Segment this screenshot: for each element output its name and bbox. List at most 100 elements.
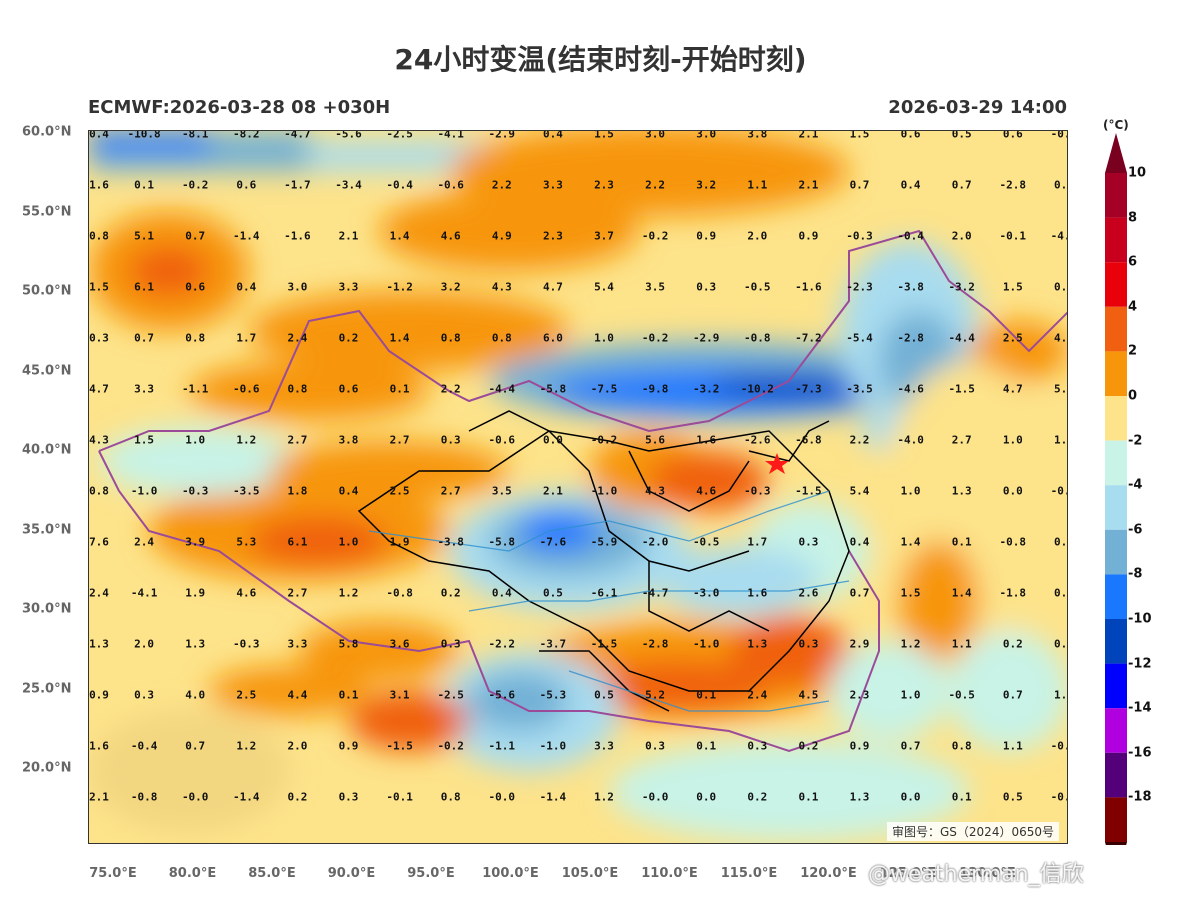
grid-value: 1.5 xyxy=(134,433,155,447)
grid-value: 0.0 xyxy=(1053,586,1068,600)
grid-value: -4.7 xyxy=(284,130,311,141)
grid-value: 3.0 xyxy=(645,130,666,141)
temperature-change-map[interactable]: 0.4 -10.8 -8.1 -8.2 -4.7 -5.6 -2.5 -4.1 -2.9 0.4 1… xyxy=(88,130,1068,844)
grid-value: 0.9 xyxy=(696,229,717,243)
grid-value: 1.5 xyxy=(89,280,109,294)
grid-value: 1.1 xyxy=(1002,739,1023,753)
grid-value: 2.9 xyxy=(849,637,870,651)
grid-value: 4.6 xyxy=(236,586,257,600)
grid-value: 0.0 xyxy=(900,790,921,804)
colorbar-segment xyxy=(1105,752,1127,798)
grid-value: 1.9 xyxy=(185,586,206,600)
grid-value: -7.6 xyxy=(539,535,567,549)
grid-value: -3.2 xyxy=(948,280,975,294)
grid-value: 0.1 xyxy=(696,688,717,702)
grid-value: 0.2 xyxy=(1002,637,1023,651)
grid-value: 2.1 xyxy=(338,229,359,243)
grid-value: 4.6 xyxy=(440,229,461,243)
grid-value: 2.4 xyxy=(287,331,308,345)
grid-value: 0.3 xyxy=(440,637,461,651)
grid-value: 5.2 xyxy=(645,688,666,702)
beijing-star-marker xyxy=(765,453,789,474)
grid-value: 0.6 xyxy=(236,178,257,192)
valid-time-label: 2026-03-29 14:00 xyxy=(888,97,1067,118)
grid-value: 1.2 xyxy=(236,739,257,753)
grid-value: 2.4 xyxy=(747,688,768,702)
colorbar xyxy=(1105,133,1127,845)
grid-value: 1.9 xyxy=(389,535,410,549)
grid-value: -5.6 xyxy=(488,688,516,702)
grid-value: 3.5 xyxy=(491,484,512,498)
grid-value: 3.2 xyxy=(696,178,717,192)
grid-value: -0.2 xyxy=(181,178,209,192)
grid-value: 0.7 xyxy=(185,739,206,753)
grid-value: 0.5 xyxy=(1002,790,1023,804)
colorbar-segment xyxy=(1105,797,1127,842)
grid-value: 5.4 xyxy=(849,484,870,498)
grid-value: 0.1 xyxy=(951,535,972,549)
grid-value: 2.6 xyxy=(798,586,819,600)
grid-value: -1.0 xyxy=(692,637,720,651)
grid-value: 0.4 xyxy=(849,535,870,549)
grid-value: 3.3 xyxy=(338,280,359,294)
grid-value: -1.4 xyxy=(233,229,260,243)
grid-value: -0.4 xyxy=(897,229,924,243)
grid-value: 2.5 xyxy=(1002,331,1023,345)
grid-value: -1.5 xyxy=(590,637,618,651)
grid-value: -2.9 xyxy=(488,130,516,141)
grid-value: 1.8 xyxy=(287,484,308,498)
grid-value: 2.3 xyxy=(542,229,563,243)
grid-value: 7.6 xyxy=(89,535,109,549)
grid-value: 5.3 xyxy=(236,535,257,549)
colorbar-segment xyxy=(1105,217,1127,263)
grid-value: 4.6 xyxy=(1053,331,1068,345)
grid-value: 1.1 xyxy=(951,637,972,651)
grid-value: -0.6 xyxy=(437,178,464,192)
grid-value: -0.2 xyxy=(641,229,669,243)
colorbar-segment xyxy=(1105,351,1127,396)
grid-value: 0.7 xyxy=(951,178,972,192)
map-background xyxy=(89,131,1067,843)
grid-value: 0.6 xyxy=(338,382,359,396)
grid-value: -1.0 xyxy=(590,484,618,498)
grid-value: 1.4 xyxy=(900,535,921,549)
grid-value: 3.3 xyxy=(542,178,563,192)
latitude-label: 40.0°N xyxy=(22,442,72,458)
grid-value: 0.2 xyxy=(798,739,819,753)
grid-value: 1.2 xyxy=(1053,688,1068,702)
latitude-label: 20.0°N xyxy=(22,760,72,776)
grid-value: 0.7 xyxy=(900,739,921,753)
grid-value: 0.0 xyxy=(1002,484,1023,498)
grid-value: -0.3 xyxy=(181,484,209,498)
grid-value: -3.0 xyxy=(692,586,720,600)
grid-value: -1.5 xyxy=(948,382,975,396)
grid-value: -1.6 xyxy=(795,280,822,294)
grid-value: -1.6 xyxy=(284,229,311,243)
colorbar-tick-label: 0 xyxy=(1128,388,1138,404)
grid-value: 0.8 xyxy=(89,229,109,243)
grid-value: -0.3 xyxy=(233,637,260,651)
grid-value: 0.2 xyxy=(440,586,461,600)
grid-value: 1.5 xyxy=(849,130,870,141)
grid-value: 0.7 xyxy=(134,331,155,345)
colorbar-segment xyxy=(1105,663,1127,709)
grid-value: 0.7 xyxy=(1002,688,1023,702)
colorbar-segment xyxy=(1105,574,1127,619)
colorbar-tick-label: 8 xyxy=(1128,210,1138,226)
grid-value: 2.4 xyxy=(134,535,155,549)
latitude-label: 35.0°N xyxy=(22,522,72,537)
grid-value: -2.8 xyxy=(641,637,669,651)
grid-value: 0.4 xyxy=(89,130,109,141)
grid-value: 1.5 xyxy=(900,586,921,600)
grid-value: 0.8 xyxy=(185,331,206,345)
grid-value: -3.2 xyxy=(692,382,720,396)
grid-value: 2.4 xyxy=(89,586,109,600)
grid-value: 0.6 xyxy=(185,280,206,294)
grid-value: -5.9 xyxy=(590,535,618,549)
grid-value: 1.0 xyxy=(900,688,921,702)
colorbar-tick-label: 10 xyxy=(1128,165,1147,181)
colorbar-tick-label: -8 xyxy=(1128,566,1143,582)
grid-value: 0.1 xyxy=(798,790,819,804)
grid-value: 4.7 xyxy=(1002,382,1023,396)
grid-value: -4.1 xyxy=(437,130,464,141)
